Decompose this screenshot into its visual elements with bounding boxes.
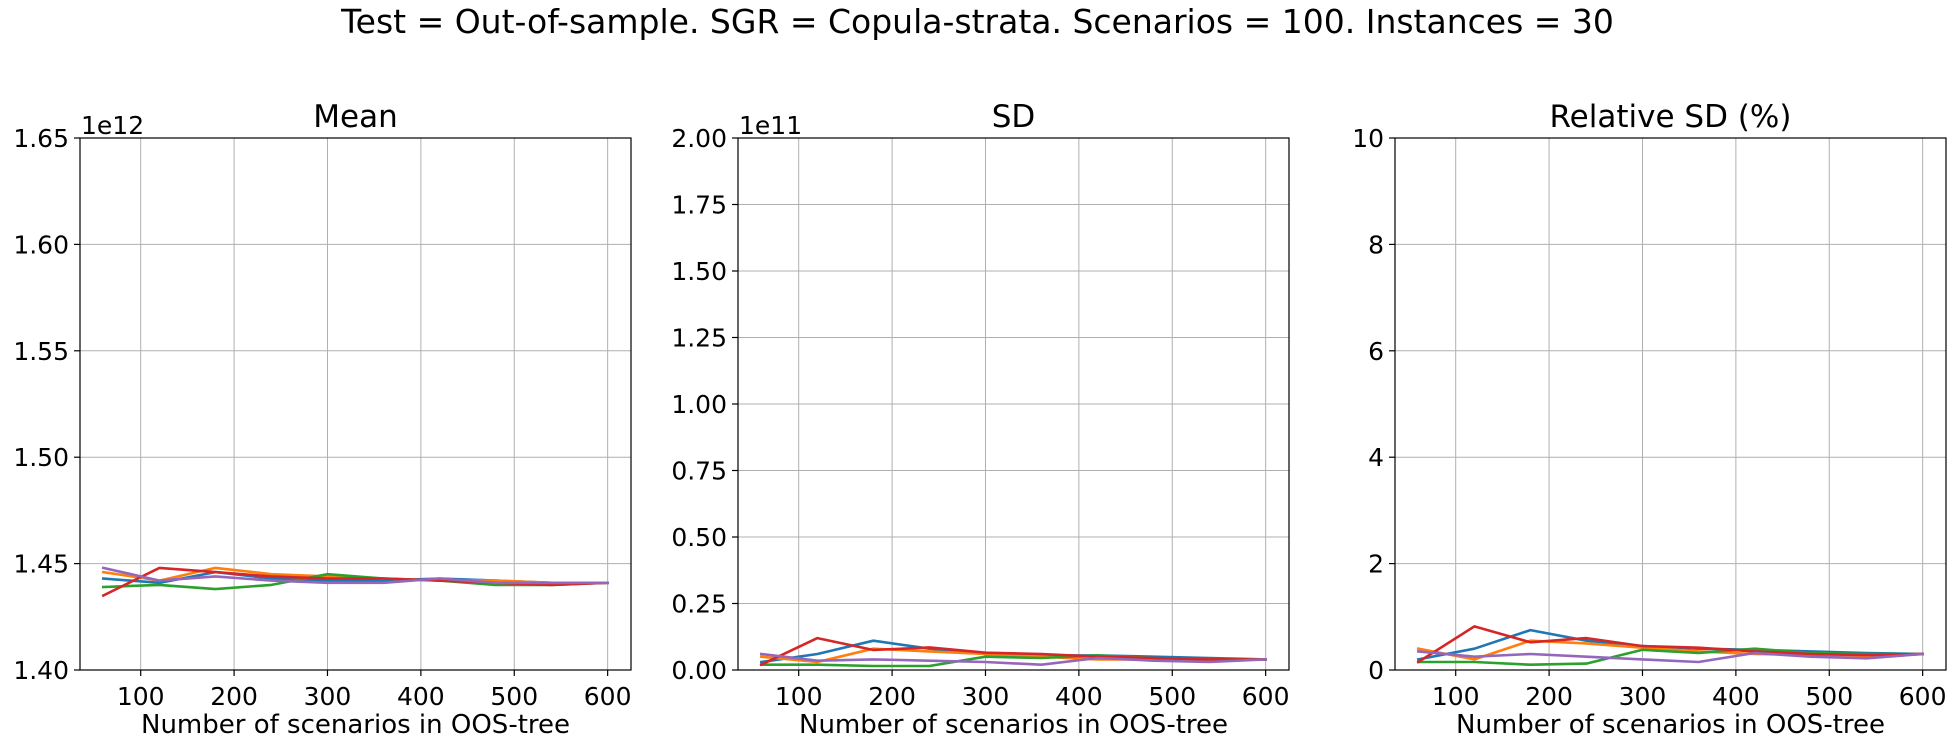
series-line-5 [759, 652, 1268, 667]
subplot-title: SD [992, 99, 1036, 135]
y-tick-label: 1.55 [13, 337, 69, 366]
y-tick-label: 2 [1368, 550, 1384, 579]
axes-frame [79, 137, 632, 671]
x-axis-label: Number of scenarios in OOS-tree [141, 710, 570, 740]
y-tick-label: 0.00 [671, 656, 727, 685]
y-tick-label: 1.65 [13, 124, 69, 153]
subplot-mean: 100 200 300 400 500 600 1.40 1.45 1.50 1.55 1.60 1.… [13, 99, 632, 740]
y-tick-label: 4 [1368, 443, 1384, 472]
y-tick-label: 6 [1368, 337, 1384, 366]
y-tick-label: 0.75 [671, 457, 727, 486]
x-tick-label: 400 [1712, 682, 1760, 711]
x-tick-label: 500 [1805, 682, 1853, 711]
y-tick-label: 1.50 [13, 443, 69, 472]
series-line-5 [101, 566, 610, 585]
x-tick-label: 600 [584, 682, 632, 711]
y-tick-label: 1.25 [671, 324, 727, 353]
y-tick-label: 0 [1368, 656, 1384, 685]
series-line-2 [1416, 639, 1925, 661]
x-tick-label: 500 [490, 682, 538, 711]
subplot-title: Relative SD (%) [1550, 99, 1792, 135]
axis-offset-text: 1e11 [739, 111, 802, 140]
y-tick-label: 1.45 [13, 550, 69, 579]
series-line-5 [1416, 649, 1925, 664]
x-tick-label: 100 [1432, 682, 1480, 711]
x-tick-label: 600 [1899, 682, 1947, 711]
series-line-4 [1416, 625, 1925, 664]
y-tick-label: 10 [1352, 124, 1384, 153]
subplot-sd: 100 200 300 400 500 600 0.00 0.25 0.50 0.75 1.00 1.… [671, 99, 1290, 740]
x-tick-label: 100 [775, 682, 823, 711]
x-tick-label: 100 [117, 682, 165, 711]
x-axis-label: Number of scenarios in OOS-tree [1456, 710, 1885, 740]
x-tick-label: 300 [1619, 682, 1667, 711]
figure-suptitle: Test = Out-of-sample. SGR = Copula-strat… [341, 2, 1614, 41]
axes-frame [1394, 137, 1947, 671]
x-tick-label: 600 [1242, 682, 1290, 711]
y-tick-label: 1.75 [671, 191, 727, 220]
x-tick-label: 500 [1148, 682, 1196, 711]
series-line-4 [759, 636, 1267, 667]
x-tick-label: 200 [868, 682, 916, 711]
subplot-relative-sd: 100 200 300 400 500 600 0 2 4 6 8 10 Relative SD (%)… [1352, 99, 1947, 740]
y-tick-label: 2.00 [671, 124, 727, 153]
y-tick-label: 8 [1368, 230, 1384, 259]
x-tick-label: 400 [397, 682, 445, 711]
x-tick-label: 400 [1055, 682, 1103, 711]
y-tick-label: 0.25 [671, 590, 727, 619]
axis-offset-text: 1e12 [81, 111, 144, 140]
y-tick-label: 1.40 [13, 656, 69, 685]
x-tick-label: 200 [210, 682, 258, 711]
subplot-title: Mean [313, 99, 397, 135]
x-tick-label: 300 [962, 682, 1010, 711]
x-tick-label: 200 [1525, 682, 1573, 711]
y-tick-label: 0.50 [671, 523, 727, 552]
y-tick-label: 1.50 [671, 257, 727, 286]
x-axis-label: Number of scenarios in OOS-tree [799, 710, 1228, 740]
y-tick-label: 1.60 [13, 230, 69, 259]
y-tick-label: 1.00 [671, 390, 727, 419]
x-tick-label: 300 [304, 682, 352, 711]
